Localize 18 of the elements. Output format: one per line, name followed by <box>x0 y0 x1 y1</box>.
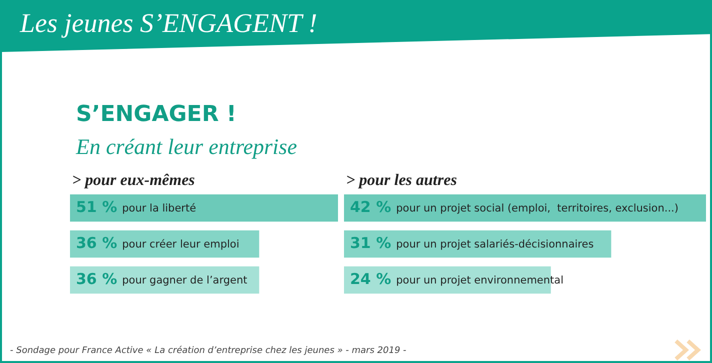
text: - Sondage pour France Active « La création d’entreprise chez les jeunes » - mars 2019 - <box>10 346 406 356</box>
chart-title: > pour les autres <box>346 172 458 190</box>
data-label: 42 % <box>350 198 392 216</box>
data-label: 36 % <box>76 270 118 288</box>
y-tick-label: pour un projet salariés-décisionnaires <box>396 238 594 251</box>
y-tick-label: pour gagner de l’argent <box>122 274 248 287</box>
text: En créant leur entreprise <box>76 134 297 160</box>
y-tick-label: pour un projet social (emploi, territoires, exclusion...) <box>396 202 678 215</box>
y-tick-label: pour créer leur emploi <box>122 238 240 251</box>
data-label: 36 % <box>76 234 118 252</box>
text: S’ENGAGER ! <box>76 102 236 127</box>
data-label: 31 % <box>350 234 392 252</box>
text: Les jeunes S’ENGAGENT ! <box>20 8 318 39</box>
chart-title: > pour eux-mêmes <box>72 172 196 190</box>
y-tick-label: pour un projet environnemental <box>396 274 564 287</box>
y-tick-label: pour la liberté <box>122 202 196 215</box>
data-label: 24 % <box>350 270 392 288</box>
data-label: 51 % <box>76 198 118 216</box>
